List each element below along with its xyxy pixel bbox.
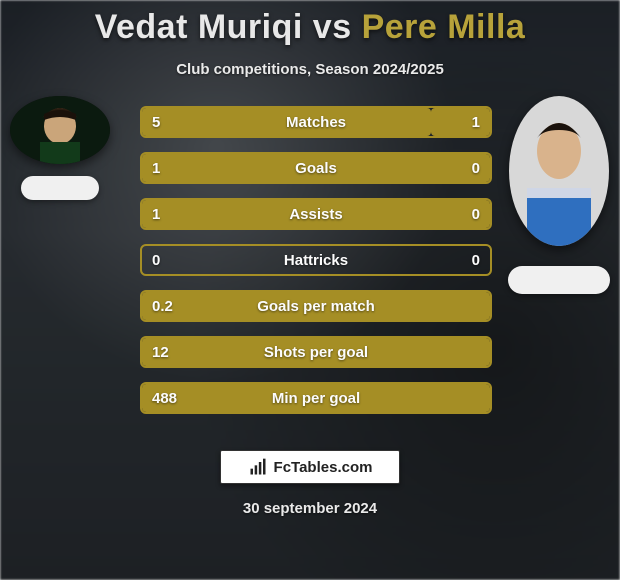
player-right-block	[508, 96, 610, 294]
fctables-logo-icon	[248, 457, 268, 477]
stat-value-left: 488	[152, 384, 177, 412]
player-left-block	[10, 96, 110, 200]
branding-badge[interactable]: FcTables.com	[220, 450, 400, 484]
player2-avatar-placeholder-icon	[509, 96, 609, 246]
stat-label: Assists	[142, 200, 490, 228]
player2-avatar	[509, 96, 609, 246]
player1-avatar-placeholder-icon	[10, 96, 110, 164]
stat-value-right: 1	[472, 108, 480, 136]
stat-value-right: 0	[472, 154, 480, 182]
stat-value-left: 0	[152, 246, 160, 274]
stat-value-left: 12	[152, 338, 169, 366]
player1-name: Vedat Muriqi	[95, 8, 303, 46]
page-title: Vedat Muriqi vs Pere Milla	[0, 0, 620, 47]
player2-team-pill	[508, 266, 610, 294]
stat-row: Matches5 1	[140, 106, 492, 138]
player1-avatar	[10, 96, 110, 164]
stat-row: Min per goal488	[140, 382, 492, 414]
player1-team-pill	[21, 176, 99, 200]
stat-label: Matches	[142, 108, 490, 136]
branding-label: FcTables.com	[274, 459, 373, 476]
stat-row: Shots per goal12	[140, 336, 492, 368]
stat-rows: Matches51Goals10Assists10Hattricks00Goal…	[140, 106, 492, 414]
stat-value-right: 0	[472, 200, 480, 228]
stat-row: Assists1 0	[140, 198, 492, 230]
stat-value-left: 1	[152, 154, 160, 182]
stat-row: Goals1 0	[140, 152, 492, 184]
stat-value-left: 1	[152, 200, 160, 228]
subtitle: Club competitions, Season 2024/2025	[0, 61, 620, 78]
stat-row: Goals per match0.2	[140, 290, 492, 322]
stat-label: Shots per goal	[142, 338, 490, 366]
comparison-card: Vedat Muriqi vs Pere Milla Club competit…	[0, 0, 620, 580]
date-label: 30 september 2024	[0, 500, 620, 517]
stat-label: Hattricks	[142, 246, 490, 274]
stat-label: Min per goal	[142, 384, 490, 412]
stat-value-right: 0	[472, 246, 480, 274]
stat-value-left: 5	[152, 108, 160, 136]
stat-value-left: 0.2	[152, 292, 173, 320]
player2-name: Pere Milla	[362, 8, 526, 46]
comparison-body: Matches51Goals10Assists10Hattricks00Goal…	[0, 106, 620, 446]
stat-label: Goals	[142, 154, 490, 182]
stat-row: Hattricks0 0	[140, 244, 492, 276]
stat-label: Goals per match	[142, 292, 490, 320]
vs-text: vs	[313, 8, 352, 46]
